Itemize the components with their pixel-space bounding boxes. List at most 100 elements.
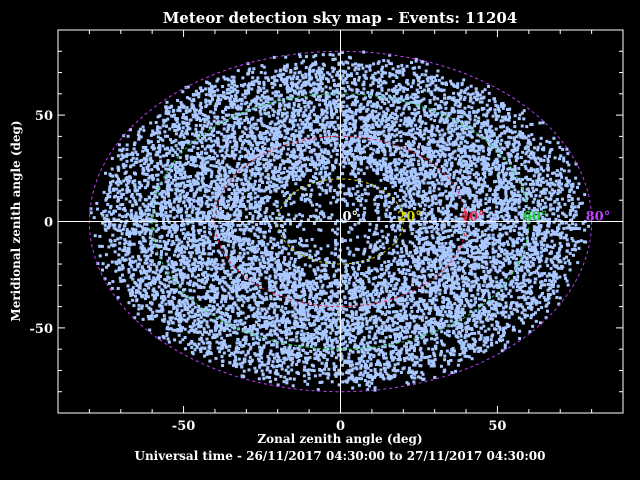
- meteor-point: [545, 179, 549, 183]
- meteor-point: [440, 128, 444, 132]
- meteor-point: [438, 233, 442, 237]
- meteor-point: [252, 256, 256, 260]
- meteor-point: [222, 339, 226, 343]
- meteor-point: [263, 230, 267, 234]
- meteor-point: [486, 289, 490, 293]
- meteor-point: [433, 155, 437, 158]
- meteor-point: [307, 373, 311, 377]
- meteor-point: [356, 324, 360, 328]
- meteor-point: [420, 351, 424, 355]
- meteor-point: [181, 133, 185, 137]
- meteor-point: [317, 145, 321, 149]
- meteor-point: [421, 286, 425, 290]
- meteor-point: [265, 158, 269, 162]
- meteor-point: [354, 149, 357, 153]
- meteor-point: [270, 333, 274, 337]
- meteor-point: [557, 219, 561, 223]
- meteor-point: [475, 149, 479, 153]
- meteor-point: [204, 171, 208, 175]
- meteor-point: [242, 369, 246, 373]
- meteor-point: [202, 341, 206, 345]
- meteor-point: [206, 238, 210, 242]
- meteor-point: [459, 161, 463, 165]
- meteor-point: [396, 301, 400, 305]
- meteor-point: [354, 82, 357, 86]
- meteor-point: [531, 208, 535, 212]
- meteor-point: [496, 146, 500, 150]
- meteor-point: [490, 323, 494, 327]
- meteor-point: [249, 124, 253, 128]
- meteor-point: [250, 358, 254, 362]
- meteor-point: [480, 144, 484, 148]
- meteor-point: [507, 140, 511, 144]
- meteor-point: [476, 139, 480, 143]
- meteor-point: [191, 296, 195, 300]
- meteor-point: [202, 285, 206, 289]
- meteor-point: [450, 303, 454, 307]
- meteor-point: [413, 258, 416, 262]
- meteor-point: [486, 119, 490, 123]
- meteor-point: [346, 85, 350, 89]
- meteor-point: [185, 157, 189, 161]
- meteor-point: [485, 266, 489, 270]
- meteor-point: [381, 119, 385, 123]
- meteor-point: [333, 102, 336, 106]
- meteor-point: [538, 202, 542, 206]
- meteor-point: [325, 138, 329, 142]
- meteor-point: [523, 313, 527, 317]
- meteor-point: [352, 119, 356, 123]
- meteor-point: [254, 320, 258, 324]
- meteor-point: [285, 378, 289, 382]
- meteor-point: [123, 246, 127, 250]
- meteor-point: [393, 192, 397, 195]
- meteor-point: [361, 282, 365, 286]
- meteor-point: [520, 289, 524, 293]
- meteor-point: [217, 324, 221, 328]
- meteor-point: [433, 183, 437, 187]
- meteor-point: [168, 214, 172, 218]
- meteor-point: [162, 199, 166, 203]
- meteor-point: [552, 291, 556, 295]
- meteor-point: [314, 75, 318, 79]
- meteor-point: [462, 269, 465, 273]
- meteor-point: [426, 252, 430, 256]
- meteor-point: [203, 252, 207, 256]
- meteor-point: [442, 225, 446, 229]
- meteor-point: [452, 120, 456, 124]
- chart-title: Meteor detection sky map - Events: 11204: [163, 9, 518, 27]
- meteor-point: [559, 154, 563, 158]
- meteor-point: [321, 180, 325, 184]
- meteor-point: [319, 128, 322, 132]
- meteor-point: [491, 247, 495, 251]
- meteor-point: [397, 100, 400, 104]
- meteor-point: [284, 340, 288, 344]
- meteor-point: [277, 213, 281, 217]
- meteor-point: [271, 113, 275, 117]
- meteor-point: [389, 153, 393, 157]
- meteor-point: [396, 321, 399, 325]
- meteor-point: [412, 118, 416, 122]
- meteor-point: [490, 221, 494, 225]
- meteor-point: [539, 136, 543, 140]
- meteor-point: [166, 290, 170, 294]
- meteor-point: [218, 162, 222, 166]
- meteor-point: [318, 310, 322, 314]
- meteor-point: [480, 146, 484, 150]
- meteor-point: [288, 120, 292, 124]
- meteor-point: [298, 306, 302, 310]
- meteor-point: [434, 172, 438, 176]
- meteor-point: [306, 337, 310, 341]
- meteor-point: [525, 257, 529, 260]
- meteor-point: [329, 305, 332, 309]
- meteor-point: [562, 212, 566, 216]
- meteor-point: [521, 183, 525, 187]
- meteor-point: [515, 288, 519, 292]
- meteor-point: [487, 310, 491, 313]
- meteor-point: [383, 368, 387, 372]
- meteor-point: [533, 281, 537, 284]
- meteor-point: [520, 111, 524, 115]
- meteor-point: [167, 167, 171, 171]
- meteor-point: [329, 297, 333, 301]
- meteor-point: [355, 184, 359, 188]
- meteor-point: [452, 98, 456, 102]
